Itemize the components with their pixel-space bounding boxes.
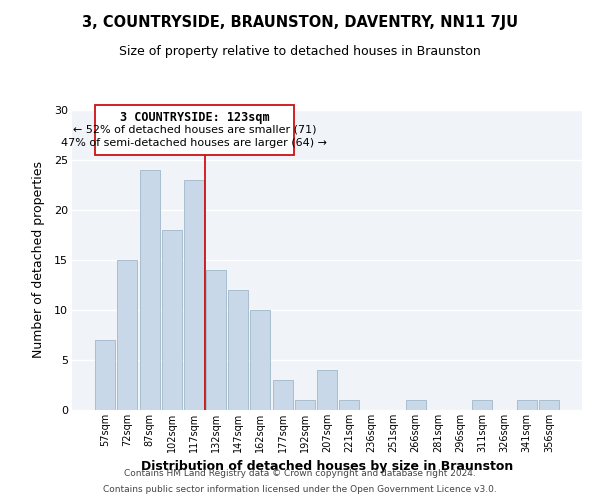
Y-axis label: Number of detached properties: Number of detached properties	[32, 162, 46, 358]
Bar	[118, 260, 137, 410]
X-axis label: Distribution of detached houses by size in Braunston: Distribution of detached houses by size …	[141, 460, 513, 473]
Bar	[539, 400, 559, 410]
Bar	[228, 290, 248, 410]
Text: 3 COUNTRYSIDE: 123sqm: 3 COUNTRYSIDE: 123sqm	[119, 111, 269, 124]
Bar	[406, 400, 426, 410]
Text: Contains HM Land Registry data © Crown copyright and database right 2024.: Contains HM Land Registry data © Crown c…	[124, 468, 476, 477]
Bar	[272, 380, 293, 410]
Bar	[317, 370, 337, 410]
Text: 47% of semi-detached houses are larger (64) →: 47% of semi-detached houses are larger (…	[61, 138, 328, 148]
FancyBboxPatch shape	[95, 105, 294, 155]
Bar	[206, 270, 226, 410]
Text: Size of property relative to detached houses in Braunston: Size of property relative to detached ho…	[119, 45, 481, 58]
Text: 3, COUNTRYSIDE, BRAUNSTON, DAVENTRY, NN11 7JU: 3, COUNTRYSIDE, BRAUNSTON, DAVENTRY, NN1…	[82, 15, 518, 30]
Bar	[162, 230, 182, 410]
Bar	[184, 180, 204, 410]
Bar	[339, 400, 359, 410]
Bar	[250, 310, 271, 410]
Bar	[95, 340, 115, 410]
Bar	[295, 400, 315, 410]
Text: Contains public sector information licensed under the Open Government Licence v3: Contains public sector information licen…	[103, 485, 497, 494]
Bar	[140, 170, 160, 410]
Bar	[472, 400, 492, 410]
Bar	[517, 400, 536, 410]
Text: ← 52% of detached houses are smaller (71): ← 52% of detached houses are smaller (71…	[73, 125, 316, 135]
